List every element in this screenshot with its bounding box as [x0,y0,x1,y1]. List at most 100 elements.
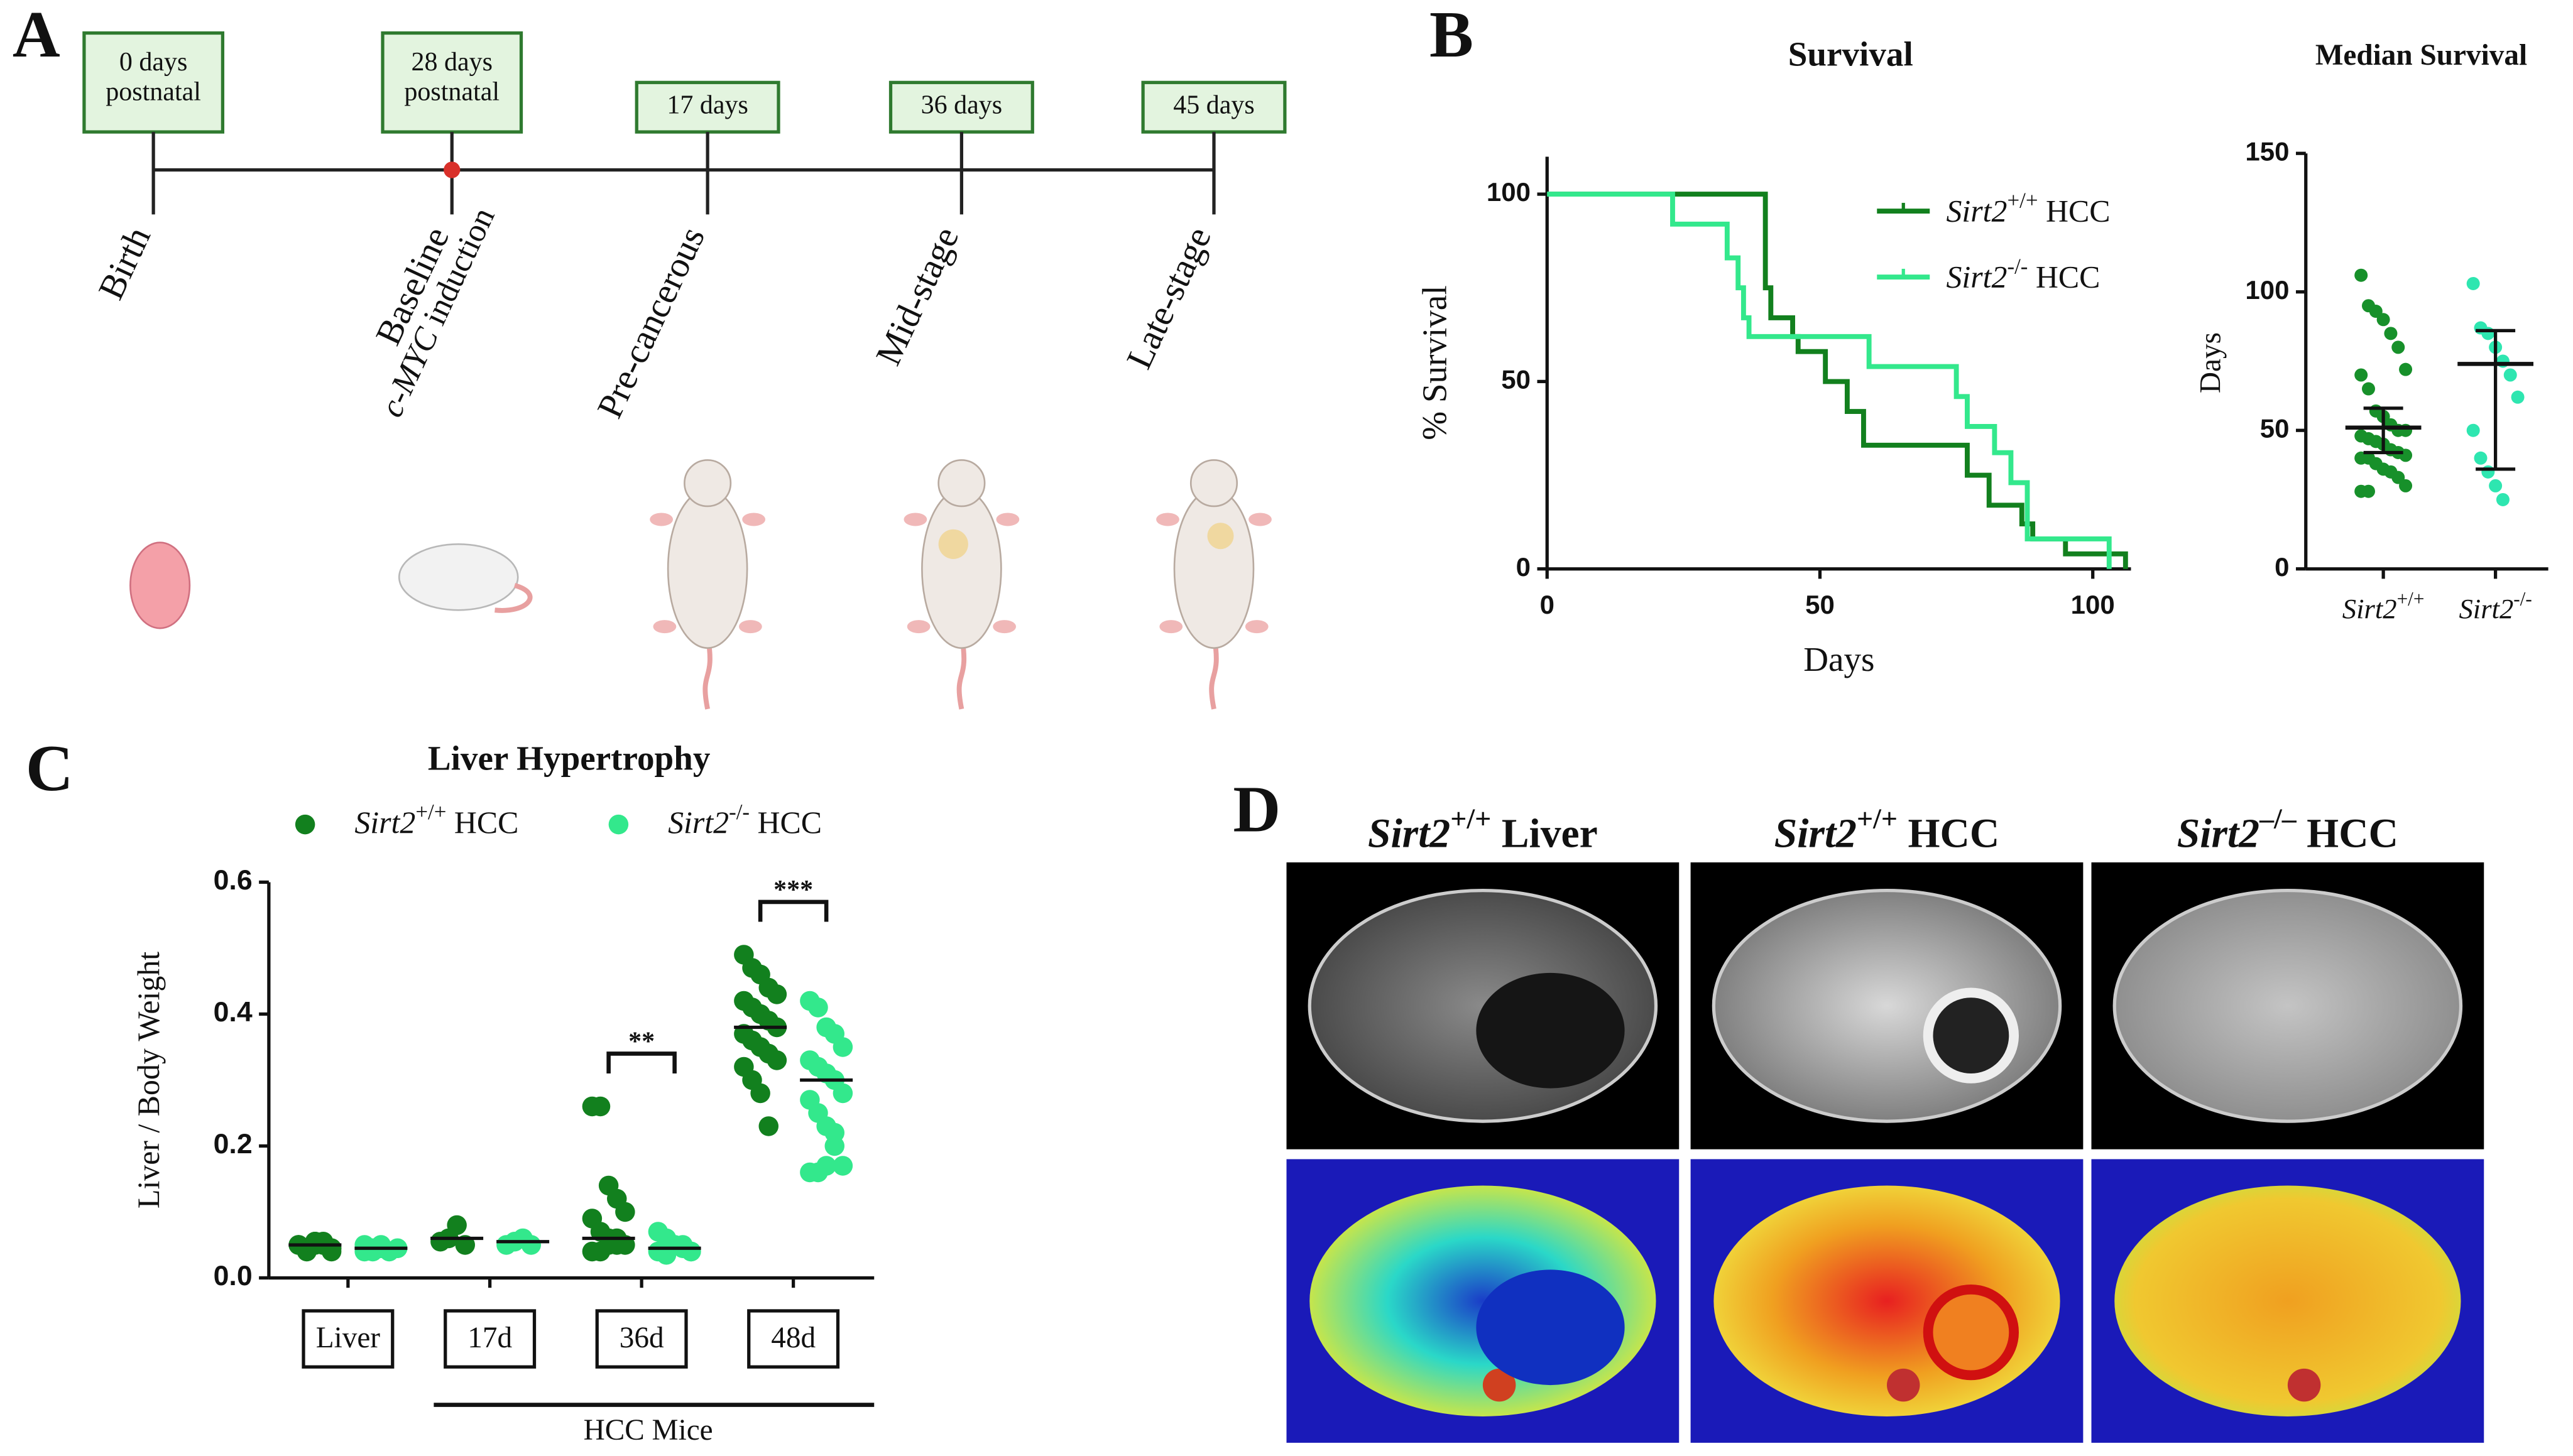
mouse-paw [904,513,927,526]
panel-label: A [13,0,60,71]
tumor [1207,523,1234,550]
point [2503,368,2517,382]
mouse-tail [494,583,533,613]
y-tick-label: 150 [2245,136,2289,166]
mouse-paw [650,513,673,526]
x-tick-label: Sirt2+/+ [2342,588,2425,625]
mouse-paw [739,620,762,634]
point [833,1037,853,1057]
mouse-head [937,459,986,508]
cavity-heat [1476,1269,1625,1386]
category-box [302,1309,395,1369]
time-box-text: postnatal [404,77,500,106]
significance-bracket [758,899,829,922]
mouse-paw [993,620,1016,634]
x-axis-label: Days [1803,640,1874,678]
panel-label: C [26,731,74,805]
mouse-paw [1245,620,1269,634]
y-tick-label: 0.0 [214,1261,253,1291]
legend-label: Sirt2+/+ HCC [1947,188,2111,229]
survival-curve [1547,192,2112,569]
y-tick-label: 100 [2245,275,2289,305]
point [2362,484,2375,498]
mouse-body [921,489,1002,649]
time-box-text: postnatal [106,77,201,106]
category-box [444,1309,537,1369]
significance-label: ** [628,1027,655,1056]
y-tick-label: 0.2 [214,1129,253,1160]
mri-title: Sirt2+/+ HCC [1774,803,2000,857]
point [750,1083,770,1104]
chart-title: Median Survival [2315,39,2527,72]
group-label: HCC Mice [584,1414,713,1447]
chart-title: Liver Hypertrophy [428,739,711,777]
point [321,1238,342,1258]
y-tick-label: 100 [1487,177,1531,207]
time-box-text: 0 days [119,48,188,77]
mouse-paw [653,620,677,634]
mouse-head [1189,459,1238,508]
pup [129,541,191,629]
point [2474,451,2488,465]
mouse-paw [1248,513,1272,526]
point [447,1215,467,1236]
mouse-tail [1209,634,1219,710]
significance-label: *** [773,876,813,905]
legend-label: Sirt2-/- HCC [1947,254,2100,295]
point [2481,465,2495,479]
point [2376,313,2390,327]
time-box [635,80,780,134]
x-tick-label: Sirt2-/- [2459,588,2532,625]
x-tick-label: 50 [1805,590,1835,619]
x-tick-label: 17d [467,1322,512,1354]
organ [1482,1368,1516,1402]
chart-title: Survival [1788,35,1913,73]
mouse-tail [702,634,713,710]
heatmap-body [1713,1185,2060,1416]
x-tick-label: 48d [771,1322,816,1354]
point [816,1156,836,1176]
stage-label: Pre-cancerous [590,221,713,424]
category-box [747,1309,840,1369]
point [767,1050,787,1070]
organ [1887,1368,1920,1402]
point [2362,382,2375,396]
legend-marker [295,814,315,835]
y-axis-label: Liver / Body Weight [131,952,166,1209]
point [833,1156,853,1176]
survival-curve [1547,192,2128,569]
stage-label: Birth [91,221,158,305]
stage-label: Late-stage [1119,221,1219,375]
mouse-paw [742,513,765,526]
point [2466,423,2480,437]
mouse-paw [996,513,1020,526]
x-tick-label: Liver [316,1322,381,1354]
mri-body [2112,888,2463,1123]
category-box [595,1309,688,1369]
tumor-ring [1923,987,2019,1084]
y-tick-label: 0.4 [214,997,253,1028]
cavity [1476,972,1625,1089]
point [767,984,787,1004]
point [2496,492,2510,506]
induction-dot [444,161,461,178]
organ [2287,1368,2321,1402]
y-tick-label: 0.6 [214,865,253,896]
y-tick-label: 0 [1516,552,1531,582]
point [758,1116,778,1136]
legend-label: Sirt2+/+ HCC [354,800,518,840]
point [824,1122,844,1143]
significance-bracket [606,1051,677,1073]
point [681,1241,701,1262]
point [808,997,828,1018]
time-box-text: 17 days [667,90,748,119]
point [590,1096,611,1117]
mouse-paw [1156,513,1179,526]
point [2489,479,2503,492]
time-box-text: 36 days [921,90,1002,119]
stage-label: Mid-stage [868,221,966,371]
point [521,1235,541,1255]
mouse-body [1173,489,1255,649]
point [2481,327,2495,340]
